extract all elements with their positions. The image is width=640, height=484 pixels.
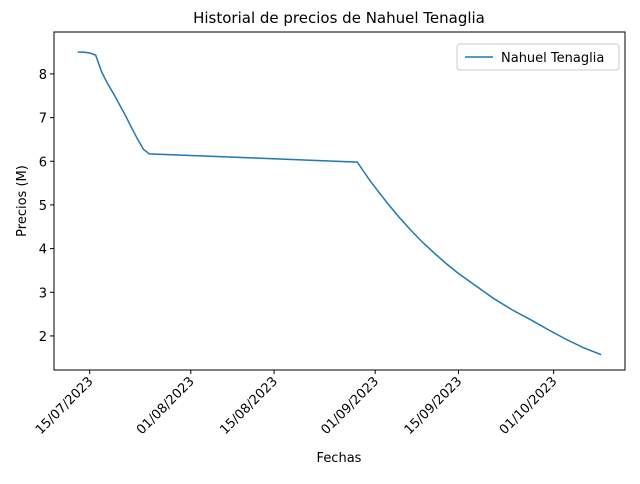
y-tick-label: 8 (39, 68, 47, 83)
plot-frame (53, 31, 626, 371)
y-tick-label: 6 (39, 155, 47, 170)
legend-label: Nahuel Tenaglia (501, 51, 604, 66)
y-tick-label: 4 (39, 243, 47, 258)
y-tick-label: 7 (39, 112, 47, 127)
y-tick-label: 2 (39, 330, 47, 345)
line (77, 51, 602, 356)
y-tick-label: 5 (39, 199, 47, 214)
legend-box (456, 43, 620, 71)
y-tick-label: 3 (39, 286, 47, 301)
x-tick-label: 15/08/2023 (217, 374, 281, 438)
x-axis-label: Fechas (317, 451, 362, 466)
x-tick-label: 15/09/2023 (402, 374, 466, 438)
chart-title: Historial de precios de Nahuel Tenaglia (193, 9, 485, 27)
y-axis-label: Precios (M) (15, 165, 30, 237)
x-tick-label: 01/08/2023 (134, 374, 198, 438)
x-tick-label: 01/09/2023 (318, 374, 382, 438)
x-tick-label: 15/07/2023 (33, 374, 97, 438)
x-tick-label: 01/10/2023 (497, 374, 561, 438)
